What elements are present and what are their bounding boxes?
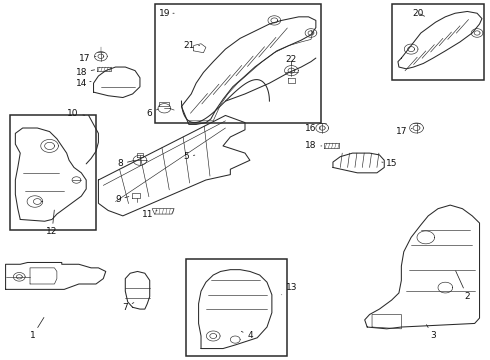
Text: 7: 7 [122,303,134,312]
Text: 3: 3 [426,325,436,341]
Text: 10: 10 [67,109,85,118]
Bar [392,4,485,80]
Text: 17: 17 [79,54,96,63]
Text: 15: 15 [382,159,397,168]
Text: 13: 13 [282,283,297,295]
Text: 1: 1 [29,318,44,341]
Text: 11: 11 [142,210,157,219]
Text: 17: 17 [395,127,412,136]
Bar [186,259,287,356]
Text: 9: 9 [115,195,129,204]
Text: 21: 21 [183,41,199,50]
Text: 16: 16 [305,123,321,132]
Text: 20: 20 [413,9,424,18]
Bar [10,116,96,230]
Text: 18: 18 [305,141,322,150]
Text: 19: 19 [159,9,174,18]
Text: 12: 12 [47,210,58,237]
Text: 8: 8 [118,159,134,168]
Text: 22: 22 [286,55,297,66]
Text: 5: 5 [183,152,195,161]
Text: 6: 6 [147,109,158,118]
Text: 18: 18 [75,68,95,77]
Text: 4: 4 [242,331,253,341]
Text: 14: 14 [75,79,91,88]
Bar [155,4,321,123]
Text: 2: 2 [456,271,470,301]
